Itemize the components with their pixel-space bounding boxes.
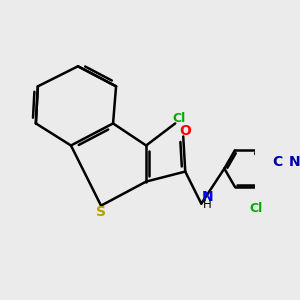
Text: Cl: Cl [173,112,186,125]
Text: S: S [96,205,106,219]
Text: Cl: Cl [249,202,262,215]
Text: N: N [289,155,300,169]
Text: N: N [202,190,213,204]
Text: C: C [272,155,282,169]
Text: H: H [203,198,212,211]
Text: O: O [179,124,191,138]
